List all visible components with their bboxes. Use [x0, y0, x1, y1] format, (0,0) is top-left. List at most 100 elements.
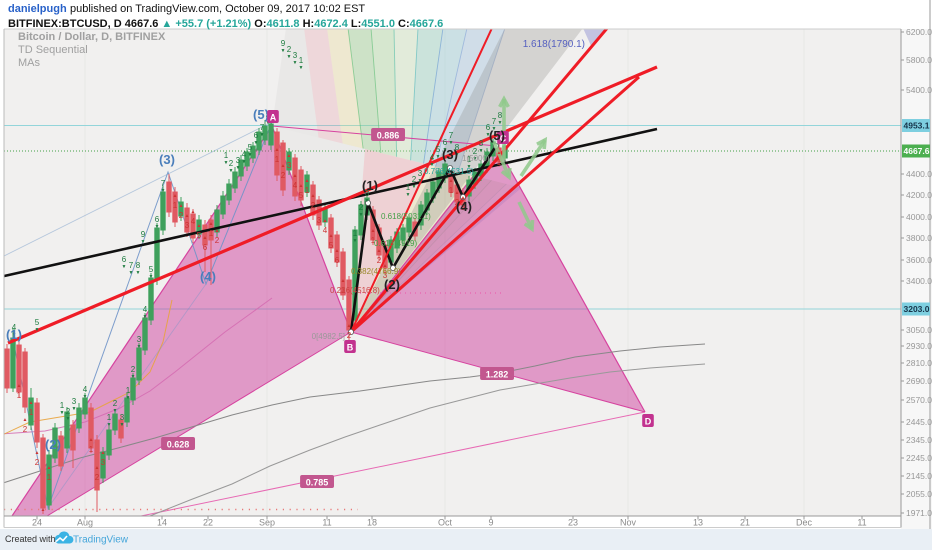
svg-text:▼: ▼	[66, 416, 71, 422]
svg-text:1: 1	[299, 56, 304, 65]
svg-text:0[4982.5]: 0[4982.5]	[312, 332, 345, 341]
svg-text:3: 3	[72, 397, 77, 406]
svg-text:▲: ▲	[317, 208, 322, 214]
svg-text:Aug: Aug	[77, 518, 93, 528]
svg-text:11: 11	[322, 518, 331, 528]
svg-text:2690.0: 2690.0	[906, 376, 932, 386]
svg-text:5400.0: 5400.0	[906, 85, 932, 95]
svg-text:▼: ▼	[161, 188, 166, 194]
svg-text:▲: ▲	[185, 213, 190, 219]
svg-text:(5): (5)	[489, 128, 505, 143]
svg-text:▼: ▼	[149, 274, 154, 280]
svg-text:▼: ▼	[281, 48, 286, 54]
svg-text:2: 2	[347, 331, 352, 340]
svg-text:▼: ▼	[443, 147, 448, 153]
svg-text:2: 2	[377, 256, 382, 265]
svg-text:2: 2	[95, 473, 100, 482]
svg-text:1: 1	[107, 413, 112, 422]
svg-text:6: 6	[122, 255, 127, 264]
svg-text:6: 6	[443, 138, 448, 147]
svg-text:1: 1	[371, 236, 376, 245]
svg-text:2: 2	[113, 399, 118, 408]
svg-text:1: 1	[29, 408, 34, 417]
svg-text:TradingView: TradingView	[73, 535, 129, 546]
svg-text:2: 2	[23, 425, 28, 434]
svg-text:1: 1	[126, 386, 131, 395]
svg-text:4000.0: 4000.0	[906, 212, 932, 222]
svg-text:▲: ▲	[287, 153, 292, 159]
svg-text:3400.0: 3400.0	[906, 276, 932, 286]
svg-text:▲: ▲	[299, 183, 304, 189]
svg-text:Bitcoin / Dollar, D, BITFINEX: Bitcoin / Dollar, D, BITFINEX	[18, 31, 166, 43]
svg-text:2: 2	[35, 458, 40, 467]
svg-text:Nov: Nov	[620, 518, 637, 528]
svg-text:5: 5	[329, 241, 334, 250]
svg-text:3: 3	[461, 203, 466, 212]
svg-text:BITFINEX:BTCUSD, D 4667.6 ▲ +: BITFINEX:BTCUSD, D 4667.6 ▲ +55.7 (+1.21…	[8, 18, 443, 30]
svg-text:2445.0: 2445.0	[906, 417, 932, 427]
svg-text:▼: ▼	[242, 159, 247, 165]
svg-text:▲: ▲	[89, 437, 94, 443]
svg-text:▼: ▼	[365, 198, 370, 204]
svg-text:▼: ▼	[430, 162, 435, 168]
svg-text:4: 4	[191, 217, 196, 226]
svg-text:7: 7	[449, 131, 454, 140]
svg-text:3: 3	[185, 221, 190, 230]
svg-text:4: 4	[323, 226, 328, 235]
svg-text:▼: ▼	[126, 395, 131, 401]
svg-text:(2): (2)	[45, 437, 61, 452]
svg-text:6: 6	[486, 123, 491, 132]
svg-text:2: 2	[66, 407, 71, 416]
svg-text:6: 6	[203, 243, 208, 252]
svg-text:1: 1	[305, 186, 310, 195]
svg-text:1: 1	[89, 445, 94, 454]
svg-text:▼: ▼	[498, 120, 503, 126]
svg-text:▼: ▼	[486, 132, 491, 138]
svg-text:▲: ▲	[95, 465, 100, 471]
svg-text:2: 2	[215, 236, 220, 245]
svg-text:▼: ▼	[455, 152, 460, 158]
svg-text:2930.0: 2930.0	[906, 341, 932, 351]
svg-text:5: 5	[197, 231, 202, 240]
svg-text:6: 6	[254, 131, 259, 140]
svg-text:2: 2	[412, 175, 417, 184]
svg-text:4: 4	[430, 153, 435, 162]
svg-text:▲: ▲	[341, 278, 346, 284]
svg-text:9: 9	[281, 39, 286, 48]
svg-text:2: 2	[473, 147, 478, 156]
svg-text:1: 1	[17, 391, 22, 400]
svg-text:▼: ▼	[122, 264, 127, 270]
svg-text:▼: ▼	[131, 374, 136, 380]
svg-text:TD Sequential: TD Sequential	[18, 44, 88, 56]
svg-text:4667.6: 4667.6	[904, 146, 930, 156]
svg-text:0.236(4516.8): 0.236(4516.8)	[330, 286, 380, 295]
svg-text:▼: ▼	[299, 65, 304, 71]
svg-text:▲: ▲	[371, 228, 376, 234]
svg-text:7: 7	[161, 179, 166, 188]
svg-text:4953.1: 4953.1	[904, 121, 930, 131]
svg-text:▲: ▲	[383, 263, 388, 269]
svg-text:(3): (3)	[159, 152, 175, 167]
svg-text:9: 9	[488, 518, 493, 528]
svg-text:8: 8	[455, 143, 460, 152]
svg-text:▼: ▼	[143, 314, 148, 320]
svg-text:▲: ▲	[173, 193, 178, 199]
svg-text:▼: ▼	[113, 408, 118, 414]
svg-text:2345.0: 2345.0	[906, 435, 932, 445]
svg-text:▼: ▼	[254, 140, 259, 146]
svg-text:B: B	[347, 343, 354, 353]
svg-text:3: 3	[383, 271, 388, 280]
svg-text:24: 24	[32, 518, 42, 528]
svg-text:▼: ▼	[60, 410, 65, 416]
svg-text:▲: ▲	[191, 209, 196, 215]
svg-text:▼: ▼	[236, 165, 241, 171]
svg-text:0.628: 0.628	[167, 440, 190, 450]
svg-text:▼: ▼	[260, 132, 265, 138]
svg-text:2: 2	[287, 45, 292, 54]
svg-text:3: 3	[137, 335, 142, 344]
svg-text:1.282: 1.282	[486, 370, 509, 380]
svg-text:▼: ▼	[359, 212, 364, 218]
svg-text:0.785: 0.785	[306, 478, 329, 488]
svg-text:1: 1	[275, 155, 280, 164]
svg-text:▼: ▼	[107, 422, 112, 428]
